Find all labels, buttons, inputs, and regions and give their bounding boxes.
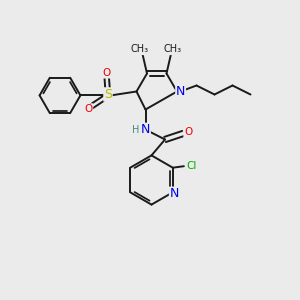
Text: O: O — [184, 127, 192, 137]
Text: O: O — [84, 104, 93, 114]
Text: O: O — [102, 68, 111, 78]
Text: CH₃: CH₃ — [164, 44, 181, 55]
Text: Cl: Cl — [187, 161, 197, 171]
Text: S: S — [104, 88, 112, 101]
Text: H: H — [132, 125, 140, 135]
Text: N: N — [176, 85, 185, 98]
Text: CH₃: CH₃ — [130, 44, 148, 55]
Text: N: N — [141, 123, 150, 136]
Text: N: N — [169, 187, 179, 200]
